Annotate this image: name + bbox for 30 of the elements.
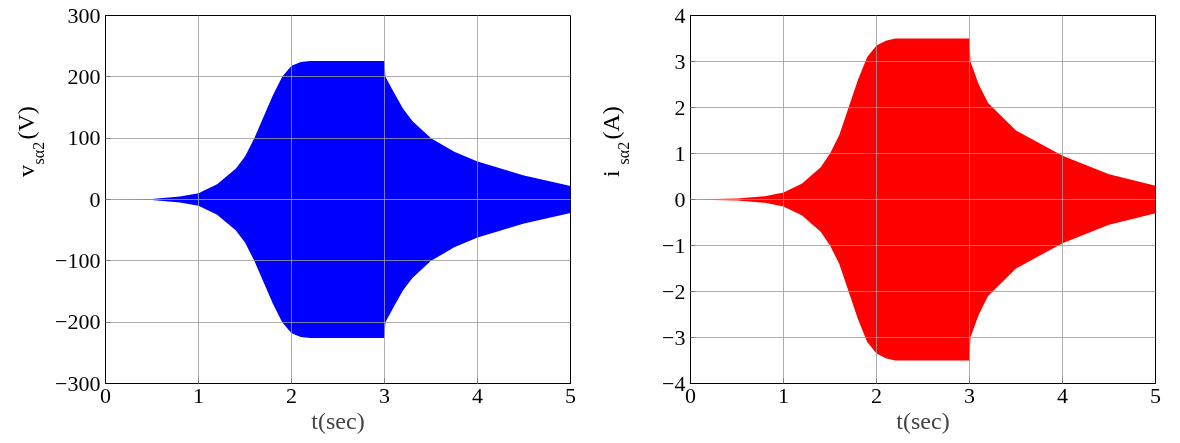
x-tick-label: 4 <box>472 382 483 408</box>
x-tick-label: 1 <box>778 382 789 408</box>
y-tick-label: 1 <box>674 140 686 166</box>
y-axis-title: isα2(A) <box>597 106 632 177</box>
y-tick-label: −4 <box>662 370 686 396</box>
y-tick-label: 4 <box>674 2 686 28</box>
y-tick-label: 0 <box>674 186 686 212</box>
x-tick-label: 1 <box>193 382 204 408</box>
x-axis-title: t(sec) <box>896 407 950 434</box>
y-tick-label: −3 <box>662 324 686 350</box>
x-tick-label: 4 <box>1057 382 1068 408</box>
x-tick-label: 5 <box>565 382 576 408</box>
x-tick-label: 3 <box>964 382 975 408</box>
x-tick-label: 3 <box>379 382 390 408</box>
y-tick-label: −300 <box>55 370 101 396</box>
y-tick-label: −100 <box>55 247 101 273</box>
y-tick-label: 300 <box>67 2 101 28</box>
x-tick-label: 2 <box>286 382 297 408</box>
y-tick-label: −2 <box>662 278 686 304</box>
x-tick-label: 2 <box>871 382 882 408</box>
y-tick-label: −1 <box>662 232 686 258</box>
y-tick-label: 100 <box>67 125 101 151</box>
y-tick-label: 200 <box>67 63 101 89</box>
y-tick-label: 0 <box>89 186 101 212</box>
x-axis-title: t(sec) <box>311 407 365 434</box>
y-tick-label: −200 <box>55 309 101 335</box>
y-axis-title: vsα2(V) <box>12 106 47 177</box>
x-tick-label: 5 <box>1150 382 1161 408</box>
y-tick-label: 3 <box>674 48 686 74</box>
y-tick-label: 2 <box>674 94 686 120</box>
